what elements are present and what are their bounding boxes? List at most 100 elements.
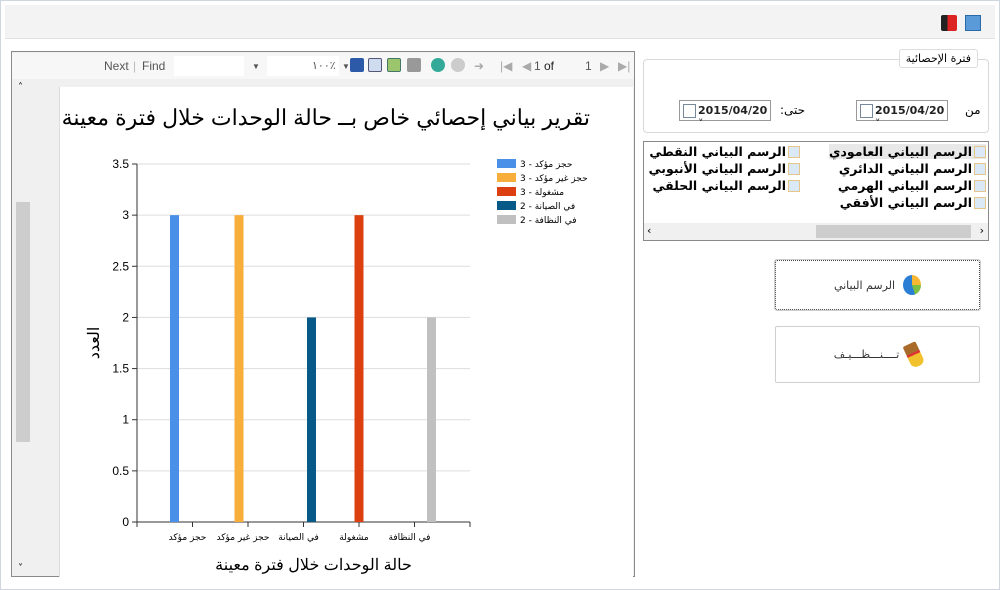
legend-swatch bbox=[497, 215, 516, 224]
print-icon[interactable] bbox=[407, 58, 421, 72]
current-page[interactable]: 1 bbox=[534, 59, 541, 73]
find-next-link[interactable]: Next bbox=[104, 59, 129, 73]
chart-type-item[interactable]: الرسم البياني الدائري bbox=[839, 161, 986, 176]
chevron-down-icon[interactable]: ˅ bbox=[875, 117, 881, 130]
y-tick-label: 1.5 bbox=[112, 362, 129, 376]
period-label: فترة الإحصائية bbox=[898, 49, 978, 68]
x-axis-title: حالة الوحدات خلال فترة معينة bbox=[215, 557, 412, 574]
bar bbox=[354, 215, 364, 522]
zoom-value: ١٠٠٪ bbox=[312, 60, 336, 72]
legend-entry: حجز غير مؤكد - 3 bbox=[520, 174, 588, 184]
first-page-icon[interactable]: |◀ bbox=[500, 59, 513, 73]
legend-swatch bbox=[497, 173, 516, 182]
pie-chart-icon bbox=[974, 162, 986, 175]
clear-label: تــــنـــظـــيـف bbox=[833, 348, 900, 361]
chart-type-item[interactable]: الرسم البياني الهرمي bbox=[838, 178, 986, 193]
column-chart-icon bbox=[974, 145, 986, 158]
x-tick-label: حجز غير مؤكد bbox=[217, 533, 270, 543]
to-date-picker[interactable]: 2015/04/20 ˅ bbox=[679, 100, 771, 130]
show-chart-label: الرسم البياني bbox=[833, 278, 896, 292]
tube-chart-icon bbox=[788, 162, 800, 175]
y-tick-label: 0 bbox=[122, 515, 129, 529]
point-chart-icon bbox=[788, 145, 800, 158]
find-input[interactable] bbox=[174, 56, 244, 76]
page-setup-icon[interactable] bbox=[368, 58, 382, 72]
x-tick-label: مشغولة bbox=[339, 533, 369, 543]
bar bbox=[234, 215, 244, 522]
vertical-scrollbar[interactable]: ˄ ˅ bbox=[14, 82, 30, 574]
report-viewer: Next | Find ▼ ١٠٠٪ ▼ ➜ |◀ ◀ 1 of 1 ▶ ▶| … bbox=[11, 51, 635, 577]
chart-settings-icon[interactable] bbox=[965, 15, 981, 31]
refresh-icon[interactable] bbox=[431, 58, 445, 72]
horizontal-scrollbar[interactable]: ‹ › bbox=[644, 223, 988, 240]
scroll-thumb[interactable] bbox=[816, 225, 971, 238]
page-of-label: of bbox=[544, 59, 555, 73]
pyramid-chart-icon bbox=[974, 179, 986, 192]
legend-entry: حجز مؤكد - 3 bbox=[520, 160, 572, 170]
find-link[interactable]: Find bbox=[142, 59, 166, 73]
bar-chart: 0 0.5 1 1.5 2 2.5 3 3.5 حجز مؤكد حجز غير مؤكد في ا… bbox=[86, 157, 588, 574]
chart-type-list[interactable]: الرسم البياني العامودي الرسم البياني الد… bbox=[643, 141, 989, 241]
item-label: الرسم البياني الأفقي bbox=[839, 195, 972, 210]
exit-icon[interactable] bbox=[941, 15, 957, 31]
print-layout-icon[interactable] bbox=[387, 58, 401, 72]
zoom-dropdown-arrow[interactable]: ▼ bbox=[252, 62, 260, 71]
legend-entry: في النظافة - 2 bbox=[520, 216, 577, 226]
item-label: الرسم البياني الحلقي bbox=[652, 178, 786, 193]
period-groupbox: فترة الإحصائية من 2015/04/20 ˅ حتى: 2015… bbox=[643, 49, 989, 133]
x-tick-label: حجز مؤكد bbox=[169, 533, 207, 543]
top-toolbar bbox=[5, 5, 995, 39]
y-tick-label: 2 bbox=[122, 310, 129, 324]
to-label: حتى: bbox=[780, 103, 806, 117]
legend-entry: في الصيانة - 2 bbox=[520, 202, 575, 212]
y-tick-label: 3 bbox=[122, 208, 129, 222]
chart-type-item[interactable]: الرسم البياني الأنبوبي bbox=[649, 161, 800, 176]
from-date-picker[interactable]: 2015/04/20 ˅ bbox=[856, 100, 948, 130]
y-axis-title: العدد bbox=[86, 327, 103, 360]
chart-type-item[interactable]: الرسم البياني الحلقي bbox=[652, 178, 800, 193]
prev-page-icon[interactable]: ◀ bbox=[522, 59, 532, 73]
from-date-value: 2015/04/20 bbox=[875, 104, 945, 117]
last-page-icon[interactable]: ▶| bbox=[618, 59, 631, 73]
y-tick-label: 2.5 bbox=[112, 259, 129, 273]
clear-button[interactable]: تــــنـــظـــيـف bbox=[775, 326, 980, 383]
zoom-select[interactable] bbox=[267, 56, 339, 76]
scroll-thumb[interactable] bbox=[16, 202, 30, 442]
doughnut-chart-icon bbox=[788, 179, 800, 192]
to-date-value: 2015/04/20 bbox=[698, 104, 768, 117]
item-label: الرسم البياني النقطي bbox=[649, 144, 786, 159]
x-tick-label: في الصيانة bbox=[278, 533, 319, 543]
legend-swatch bbox=[497, 187, 516, 196]
from-label: من bbox=[965, 103, 981, 117]
report-page: تقرير بياني إحصائي خاص بــ حالة الوحدات … bbox=[59, 87, 633, 577]
back-icon[interactable]: ➜ bbox=[474, 59, 485, 73]
scroll-right-icon[interactable]: › bbox=[979, 224, 984, 237]
chart-type-item[interactable]: الرسم البياني النقطي bbox=[649, 144, 800, 159]
export-dropdown-arrow[interactable]: ▼ bbox=[342, 62, 350, 71]
bar bbox=[427, 317, 436, 522]
chevron-down-icon[interactable]: ˅ bbox=[698, 117, 704, 130]
chart-type-item[interactable]: الرسم البياني العامودي bbox=[829, 144, 986, 159]
show-chart-button[interactable]: الرسم البياني bbox=[774, 259, 981, 311]
item-label: الرسم البياني الدائري bbox=[838, 161, 972, 176]
bar-chart-icon bbox=[974, 196, 986, 209]
scroll-down-icon[interactable]: ˅ bbox=[18, 563, 23, 574]
scroll-left-icon[interactable]: ‹ bbox=[647, 224, 652, 237]
y-tick-label: 3.5 bbox=[112, 157, 129, 171]
report-title: تقرير بياني إحصائي خاص بــ حالة الوحدات … bbox=[61, 105, 590, 130]
report-toolbar: Next | Find ▼ ١٠٠٪ ▼ ➜ |◀ ◀ 1 of 1 ▶ ▶| bbox=[12, 53, 634, 79]
stop-icon[interactable] bbox=[451, 58, 465, 72]
y-tick-label: 1 bbox=[122, 413, 129, 427]
bar bbox=[170, 215, 179, 522]
total-pages: 1 bbox=[585, 59, 592, 73]
scroll-up-icon[interactable]: ˄ bbox=[18, 82, 23, 93]
save-icon[interactable] bbox=[350, 58, 364, 72]
x-tick-label: في النظافة bbox=[389, 533, 431, 543]
legend-swatch bbox=[497, 159, 516, 168]
divider: | bbox=[133, 59, 137, 73]
chart-type-item[interactable]: الرسم البياني الأفقي bbox=[840, 195, 986, 210]
item-label: الرسم البياني الهرمي bbox=[837, 178, 972, 193]
next-page-icon[interactable]: ▶ bbox=[600, 59, 610, 73]
pie-chart-icon bbox=[903, 275, 922, 295]
